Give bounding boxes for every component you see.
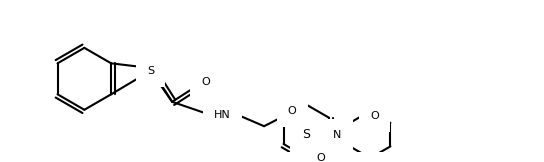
Text: S: S (147, 66, 154, 76)
Text: O: O (202, 77, 211, 87)
Text: O: O (316, 153, 325, 162)
Text: O: O (288, 106, 296, 116)
Text: HN: HN (214, 110, 231, 120)
Text: O: O (370, 111, 379, 121)
Text: N: N (333, 130, 342, 140)
Text: S: S (302, 128, 310, 141)
